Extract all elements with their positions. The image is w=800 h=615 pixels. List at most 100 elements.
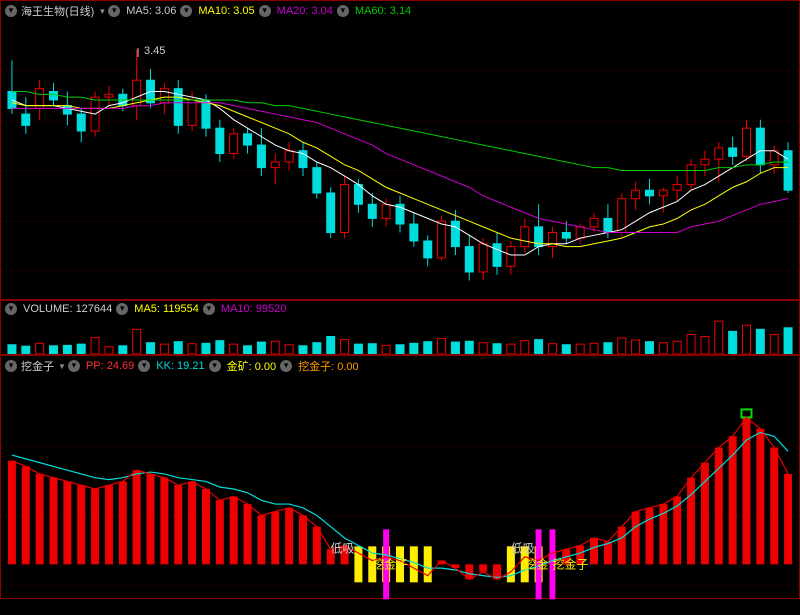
volume-bar <box>91 338 99 354</box>
volume-panel: ▾VOLUME: 127644▾MA5: 119554▾MA10: 99520 <box>0 300 800 355</box>
volume-bar <box>160 344 168 354</box>
candle-body <box>50 92 58 100</box>
volume-bar <box>493 344 501 354</box>
volume-bar <box>715 321 723 354</box>
candle-body <box>701 159 709 165</box>
ma60-line <box>12 92 788 171</box>
ind-toggle-icon[interactable]: ▾ <box>68 360 80 372</box>
indicator-bar <box>701 463 709 565</box>
volume-bar <box>410 343 418 354</box>
indicator-bar <box>160 478 168 565</box>
volume-bar <box>465 341 473 354</box>
candle-body <box>354 185 362 205</box>
volume-bar <box>562 345 570 354</box>
volume-bar <box>202 343 210 354</box>
indicator-bar <box>174 485 182 564</box>
candle-body <box>729 148 737 156</box>
indicator-bar <box>770 448 778 565</box>
volume-bar <box>105 347 113 354</box>
indicator-annotation: 挖金子 <box>372 556 408 571</box>
indicator-bar <box>133 470 141 564</box>
indicator-bar <box>77 485 85 564</box>
volume-bar <box>327 337 335 354</box>
candle-body <box>63 106 71 114</box>
candle-body <box>521 227 529 247</box>
volume-bar <box>341 340 349 354</box>
volume-bar <box>548 344 556 354</box>
candle-body <box>673 185 681 191</box>
ind-label: 挖金子: 0.00 <box>296 358 361 374</box>
candle-body <box>382 204 390 218</box>
candle-body <box>77 114 85 131</box>
indicator-bar <box>479 564 487 572</box>
volume-bar <box>354 344 362 354</box>
candle-body <box>313 168 321 193</box>
volume-bar <box>174 342 182 354</box>
vol-toggle-icon[interactable]: ▾ <box>5 303 17 315</box>
vol-indicator: MA10: 99520 <box>219 303 288 315</box>
ma-toggle-icon[interactable]: ▾ <box>180 5 192 17</box>
vol-toggle-icon[interactable]: ▾ <box>116 303 128 315</box>
dropdown-icon[interactable]: ▼ <box>58 362 66 371</box>
ma-toggle-icon[interactable]: ▾ <box>108 5 120 17</box>
stock-title: 海王生物(日线) <box>21 3 94 19</box>
indicator-title: 挖金子 <box>21 358 54 374</box>
vol-toggle-icon[interactable]: ▾ <box>203 303 215 315</box>
indicator-bar <box>36 474 44 564</box>
volume-bar <box>216 341 224 354</box>
gold-bar <box>424 546 432 582</box>
price-label: 3.45 <box>144 45 165 57</box>
indicator-bar <box>230 497 238 565</box>
candlestick-panel: ▾海王生物(日线)▼▾MA5: 3.06▾MA10: 3.05▾MA20: 3.… <box>0 0 800 300</box>
volume-chart[interactable] <box>1 317 799 354</box>
ind-toggle-icon[interactable]: ▾ <box>138 360 150 372</box>
candle-chart[interactable]: 3.45 <box>1 21 799 303</box>
dropdown-icon[interactable]: ▼ <box>98 7 106 16</box>
indicator-header: ▾挖金子▼▾PP: 24.69▾KK: 19.21▾金矿: 0.00▾挖金子: … <box>1 356 799 376</box>
candle-body <box>742 128 750 156</box>
volume-bar <box>770 334 778 354</box>
ind-toggle-icon[interactable]: ▾ <box>209 360 221 372</box>
ma-indicator: MA10: 3.05 <box>196 5 256 17</box>
volume-bar <box>673 341 681 354</box>
volume-bar <box>77 344 85 354</box>
indicator-bar <box>63 481 71 564</box>
indicator-bar <box>590 538 598 564</box>
indicator-annotation: 低吸 <box>511 541 535 555</box>
indicator-bar <box>50 478 58 565</box>
indicator-annotation: 低吸 <box>331 541 355 555</box>
indicator-chart[interactable]: 低吸挖金子低吸挖金挖金子 <box>1 376 799 602</box>
candle-body <box>271 162 279 168</box>
ma-toggle-icon[interactable]: ▾ <box>337 5 349 17</box>
volume-bar <box>784 328 792 354</box>
volume-bar <box>438 339 446 354</box>
candle-body <box>632 190 640 198</box>
volume-bar <box>604 343 612 354</box>
candle-body <box>659 190 667 196</box>
volume-bar <box>133 329 141 354</box>
ind-toggle-icon[interactable]: ▾ <box>5 360 17 372</box>
ind-label: 金矿: 0.00 <box>225 358 279 374</box>
candle-body <box>410 224 418 241</box>
ma-toggle-icon[interactable]: ▾ <box>259 5 271 17</box>
volume-bar <box>451 342 459 354</box>
candle-body <box>327 193 335 232</box>
candle-body <box>230 134 238 154</box>
volume-bar <box>590 343 598 354</box>
candle-body <box>451 221 459 246</box>
volume-bar <box>742 325 750 354</box>
volume-bar <box>632 340 640 354</box>
indicator-bar <box>147 474 155 564</box>
volume-bar <box>368 344 376 354</box>
ind-toggle-icon[interactable]: ▾ <box>280 360 292 372</box>
volume-bar <box>313 343 321 354</box>
indicator-panel: ▾挖金子▼▾PP: 24.69▾KK: 19.21▾金矿: 0.00▾挖金子: … <box>0 355 800 599</box>
volume-header: ▾VOLUME: 127644▾MA5: 119554▾MA10: 99520 <box>1 301 799 317</box>
ind-label: KK: 19.21 <box>154 360 206 372</box>
candle-body <box>285 151 293 162</box>
chevron-down-icon[interactable]: ▾ <box>5 5 17 17</box>
candle-body <box>216 128 224 153</box>
indicator-bar <box>673 497 681 565</box>
indicator-bar <box>119 481 127 564</box>
indicator-bar <box>756 429 764 565</box>
